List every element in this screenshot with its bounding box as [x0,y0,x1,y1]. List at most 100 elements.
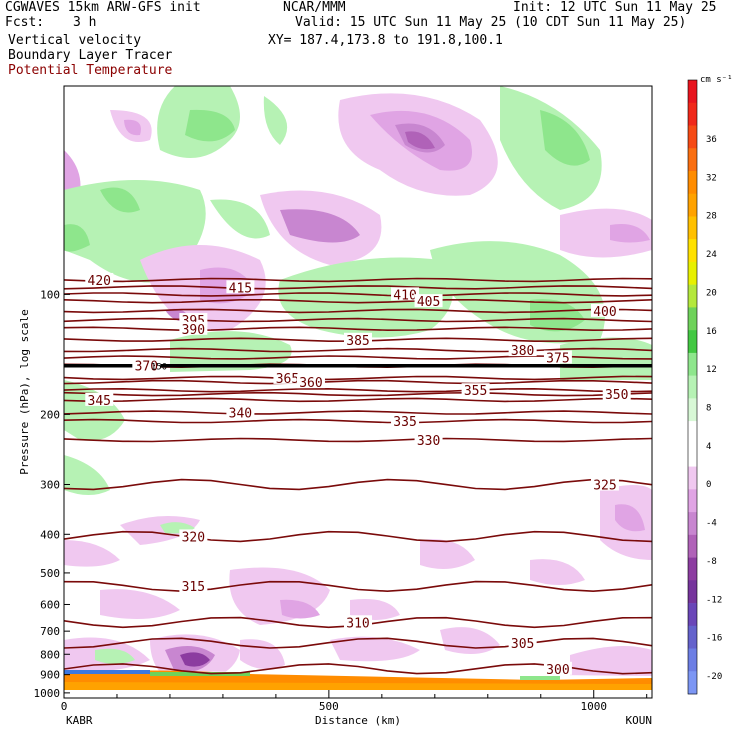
theta-contour-label: 370 [135,360,158,375]
theta-label-background [273,370,302,384]
x-axis-label: Distance (km) [315,714,401,727]
theta-label-background [590,303,619,317]
colorbar-tick-label: 16 [706,327,717,337]
theta-label-background [179,321,208,335]
colorbar-swatch [688,375,697,399]
theta-label-background [543,350,572,364]
theta-contour-label: 320 [182,530,205,545]
theta-label-background [391,287,420,301]
theta-contour-line [64,478,652,491]
tropopause-label: 150 [151,363,167,373]
colorbar-swatch [688,603,697,627]
colorbar: 36 32 28 24 20 16 12 8 4 0 -4 -8 -12 -16 -20 [687,79,722,695]
init-time: Init: 12 UTC Sun 11 May 25 [513,0,717,15]
y-tick-label: 600 [40,598,60,611]
theta-contour-label: 415 [229,281,252,296]
left-station-label: KABR [66,714,93,727]
colorbar-tick-label: 24 [706,250,717,260]
colorbar-swatch [688,193,697,217]
theta-contour-line [64,437,652,443]
colorbar-swatch [688,170,697,195]
theta-label-background [179,579,208,593]
theta-contour-label: 420 [88,274,111,289]
theta-contour-line [64,530,652,543]
colorbar-swatch [688,466,697,490]
x-tick-label: 0 [61,700,68,713]
colorbar-swatch [688,216,697,240]
org-label: NCAR/MMM [283,0,346,15]
theta-label-background [391,414,420,428]
colorbar-frame [687,79,698,695]
theta-label-background [85,272,114,286]
y-tick-label: 700 [40,625,60,638]
field-potential-temperature: Potential Temperature [8,63,173,78]
y-tick-label: 900 [40,669,60,682]
cross-section-coords: XY= 187.4,173.8 to 191.8,100.1 [268,33,503,48]
colorbar-swatch [688,330,697,354]
colorbar-swatch [688,239,697,263]
y-tick-label: 1000 [34,687,61,700]
colorbar-tick-label: 4 [706,442,711,452]
theta-contour-label: 390 [182,323,205,338]
theta-contour-line [64,580,652,593]
model-title: CGWAVES 15km ARW-GFS init [5,0,201,15]
theta-contour-label: 315 [182,580,205,595]
colorbar-swatch [688,102,697,126]
colorbar-tick-label: 36 [706,135,717,145]
theta-contour-line [64,387,652,393]
colorbar-tick-label: 0 [706,480,711,490]
theta-contour-line [64,277,652,283]
colorbar-tick-label: 32 [706,173,717,183]
theta-contour-label: 385 [346,334,369,349]
theta-contour-line [64,326,652,332]
theta-contour-label: 300 [546,663,569,678]
theta-contour-line [64,298,652,304]
colorbar-swatch [688,421,697,445]
colorbar-swatch [688,671,697,695]
theta-contour-label: 380 [511,344,534,359]
colorbar-tick-label: -8 [706,557,717,567]
colorbar-swatch [688,489,697,513]
y-tick-label: 100 [40,288,60,301]
colorbar-swatch [688,352,697,376]
x-tick-label: 500 [319,700,339,713]
colorbar-swatch [688,125,697,149]
theta-label-background [590,477,619,491]
colorbar-swatch [688,284,697,308]
theta-contour-line [64,308,652,314]
theta-contour-label: 410 [393,288,416,303]
theta-contour-label: 365 [276,372,299,387]
theta-label-background [461,383,490,397]
colorbar-swatch [688,580,697,604]
colorbar-swatch [688,80,697,104]
theta-contour-label: 325 [593,479,616,494]
theta-label-background [602,387,631,401]
theta-contour-label: 340 [229,407,252,422]
theta-label-background [226,405,255,419]
forecast-hour: 3 h [73,15,97,30]
vertical-velocity-field [64,86,652,698]
theta-contour-label: 375 [546,351,569,366]
y-axis-label: Pressure (hPa), log scale [18,309,31,475]
theta-label-background [85,392,114,406]
colorbar-swatch [688,443,697,467]
theta-label-background [344,332,372,346]
theta-label-background [179,529,208,543]
y-tick-label: 400 [40,528,60,541]
forecast-label: Fcst: [5,15,45,30]
theta-contour-line [64,391,652,397]
theta-contour-label: 350 [605,388,628,403]
theta-contour-label: 355 [464,384,487,399]
plot-frame [63,85,653,699]
theta-contour-line [64,418,652,424]
y-tick-label: 500 [40,567,60,580]
colorbar-tick-label: -16 [706,634,722,644]
y-tick-label: 300 [40,479,60,492]
y-tick-label: 200 [40,408,60,421]
field-vertical-velocity: Vertical velocity [8,33,142,48]
theta-contour-line [64,285,652,290]
theta-contour-line [64,317,652,323]
colorbar-swatch [688,625,697,649]
